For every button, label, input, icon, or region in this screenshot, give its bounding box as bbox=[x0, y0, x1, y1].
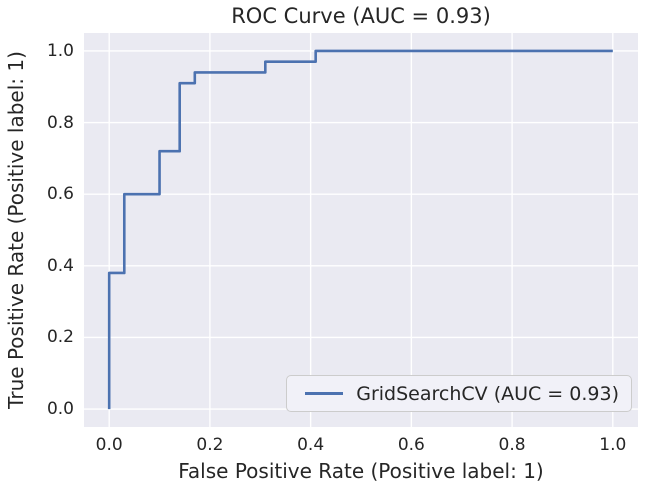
roc-curve-line bbox=[107, 49, 613, 410]
y-axis-label: True Positive Rate (Positive label: 1) bbox=[4, 51, 28, 409]
x-tick-label-0.2: 0.2 bbox=[196, 435, 224, 455]
y-tick-label-0.6: 0.6 bbox=[46, 184, 74, 205]
x-tick-label-1.0: 1.0 bbox=[599, 435, 627, 455]
y-tick-label-0.4: 0.4 bbox=[46, 255, 74, 276]
legend-label: GridSearchCV (AUC = 0.93) bbox=[356, 382, 619, 405]
roc-curve-plot bbox=[84, 33, 638, 427]
y-tick-label-0.2: 0.2 bbox=[46, 327, 74, 348]
plot-area: GridSearchCV (AUC = 0.93) bbox=[84, 33, 638, 427]
y-tick-label-1.0: 1.0 bbox=[46, 40, 74, 61]
y-tick-label-0.8: 0.8 bbox=[46, 112, 74, 133]
x-tick-label-0.6: 0.6 bbox=[397, 435, 425, 455]
x-axis-label: False Positive Rate (Positive label: 1) bbox=[178, 459, 544, 483]
legend: GridSearchCV (AUC = 0.93) bbox=[286, 375, 632, 412]
legend-line-sample bbox=[305, 392, 344, 395]
x-tick-label-0.4: 0.4 bbox=[297, 435, 325, 455]
chart-title: ROC Curve (AUC = 0.93) bbox=[231, 4, 491, 28]
x-tick-label-0.8: 0.8 bbox=[498, 435, 526, 455]
x-tick-label-0.0: 0.0 bbox=[95, 435, 123, 455]
y-tick-label-0.0: 0.0 bbox=[46, 399, 74, 420]
